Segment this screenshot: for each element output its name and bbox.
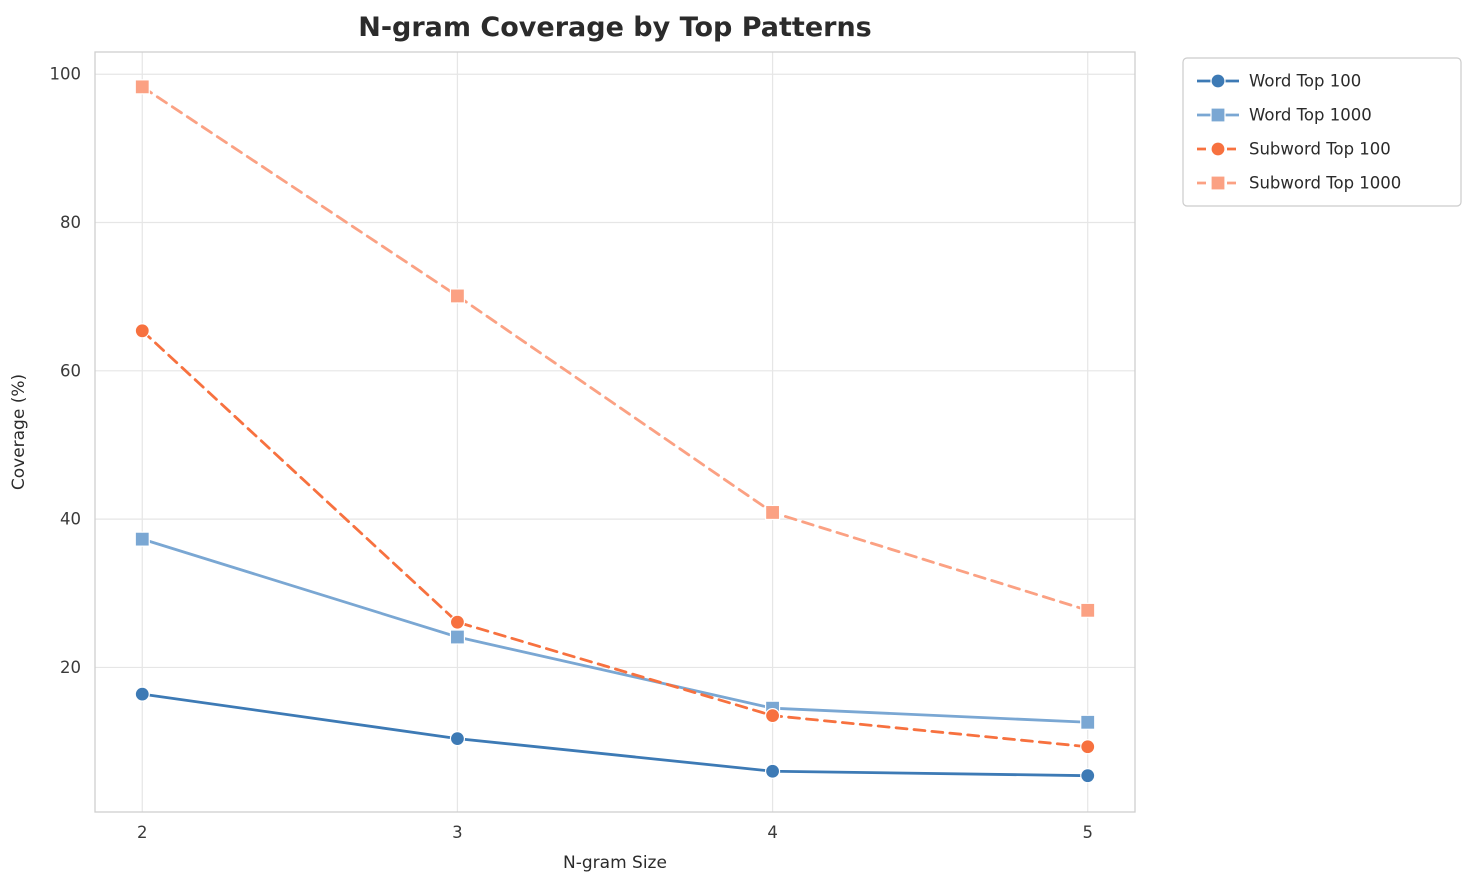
legend: Word Top 100 Word Top 1000 Subword Top 100… <box>1182 57 1462 207</box>
legend-item: Word Top 1000 <box>1197 106 1372 125</box>
square-marker <box>449 629 466 645</box>
tick-labels: 2 3 4 5 20 40 60 80 100 <box>50 65 1093 842</box>
circle-marker <box>764 763 781 779</box>
y-tick-label: 60 <box>60 361 81 380</box>
legend-box <box>1182 57 1462 207</box>
x-tick-label: 5 <box>1082 823 1093 842</box>
chart-title: N-gram Coverage by Top Patterns <box>358 12 872 43</box>
x-tick-label: 3 <box>452 823 463 842</box>
legend-label: Word Top 100 <box>1249 72 1361 91</box>
circle-marker <box>1080 768 1096 784</box>
series <box>134 686 1096 784</box>
square-marker <box>1080 602 1096 618</box>
series-line <box>140 329 1090 749</box>
gridlines <box>95 52 1135 812</box>
series-line <box>140 537 1090 724</box>
square-marker <box>1210 175 1226 191</box>
legend-label: Subword Top 100 <box>1249 140 1391 159</box>
legend-item: Subword Top 1000 <box>1197 174 1401 193</box>
series <box>134 531 1096 730</box>
plot-frame <box>94 51 1136 813</box>
square-marker <box>764 504 781 521</box>
circle-marker <box>1080 739 1096 755</box>
circle-marker <box>134 323 150 339</box>
legend-item: Subword Top 100 <box>1197 140 1391 159</box>
square-marker <box>449 288 466 304</box>
x-axis-label: N-gram Size <box>563 853 667 873</box>
y-tick-label: 100 <box>50 65 82 84</box>
x-tick-label: 2 <box>137 823 148 842</box>
y-tick-label: 80 <box>60 213 81 232</box>
series-line <box>140 85 1090 612</box>
y-tick-label: 40 <box>60 510 81 529</box>
circle-marker <box>449 730 466 747</box>
legend-label: Subword Top 1000 <box>1249 174 1401 193</box>
x-tick-label: 4 <box>767 823 778 842</box>
series <box>134 79 1096 618</box>
series-line <box>140 692 1090 778</box>
series-lines <box>134 79 1096 784</box>
square-marker <box>134 531 150 547</box>
circle-marker <box>1210 141 1226 157</box>
legend-item: Word Top 100 <box>1197 72 1361 91</box>
y-axis-label: Coverage (%) <box>9 374 29 490</box>
square-marker <box>134 79 150 95</box>
legend-label: Word Top 1000 <box>1249 106 1372 125</box>
circle-marker <box>764 708 781 724</box>
square-marker <box>1080 714 1096 730</box>
square-marker <box>1210 107 1226 123</box>
circle-marker <box>1210 73 1226 89</box>
circle-marker <box>134 686 150 702</box>
y-tick-label: 20 <box>60 658 81 677</box>
circle-marker <box>449 614 466 630</box>
series <box>134 323 1096 755</box>
